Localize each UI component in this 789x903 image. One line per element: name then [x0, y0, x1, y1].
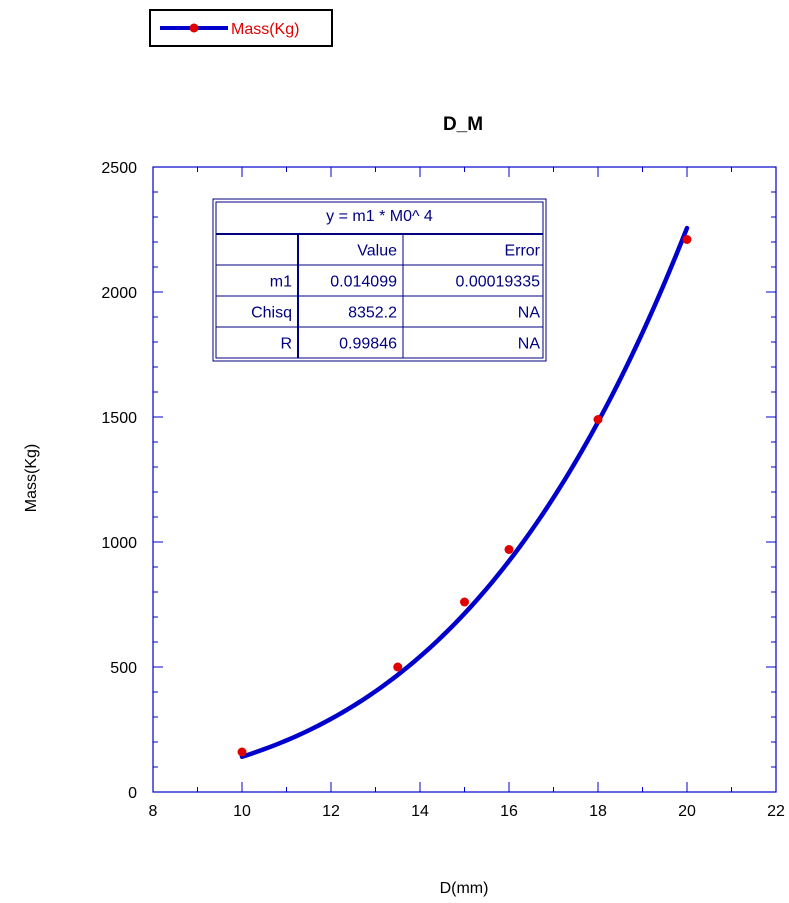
x-tick-label: 22: [767, 803, 785, 820]
fit-table-cell: NA: [518, 305, 541, 322]
x-tick-label: 8: [149, 803, 158, 820]
y-tick-label: 500: [110, 660, 137, 677]
y-tick-label: 0: [128, 785, 137, 802]
data-point: [237, 747, 247, 757]
y-tick-label: 2500: [101, 160, 137, 177]
y-tick-label: 1000: [101, 535, 137, 552]
x-tick-label: 10: [233, 803, 251, 820]
fit-table-cell: 0.00019335: [455, 274, 540, 291]
fit-table-cell: 0.014099: [330, 274, 397, 291]
fit-table-frame: [212, 198, 547, 362]
data-points: [237, 235, 692, 757]
data-point: [593, 415, 603, 424]
fit-table-inner-frame: [215, 201, 544, 359]
fit-table-cell: Chisq: [251, 305, 292, 322]
data-point: [504, 545, 514, 554]
y-tick-label: 1500: [101, 410, 137, 427]
x-axis-ticks: [152, 167, 777, 792]
x-tick-label: 12: [322, 803, 340, 820]
fit-table-cell: 8352.2: [348, 305, 397, 322]
fit-table-header-cell: Value: [357, 243, 397, 260]
legend: Mass(Kg): [149, 9, 333, 47]
data-point: [682, 235, 692, 244]
chart-title: D_M: [443, 114, 483, 135]
x-tick-label: 18: [589, 803, 607, 820]
fit-table-title: y = m1 * M0^ 4: [326, 208, 433, 225]
x-tick-label: 16: [500, 803, 518, 820]
fit-table-header-cell: Error: [504, 243, 540, 260]
fit-table-cell: R: [280, 336, 292, 353]
fit-curve: [239, 225, 690, 759]
fit-table-cell: NA: [518, 336, 541, 353]
y-axis-tick-labels: 0 500 1000 1500 2000 2500: [101, 160, 137, 802]
legend-marker-swatch: [189, 23, 199, 33]
x-axis-tick-labels: 8 10 12 14 16 18 20 22: [149, 803, 785, 820]
data-point: [393, 662, 403, 672]
fit-table-cell: 0.99846: [339, 336, 397, 353]
x-tick-label: 14: [411, 803, 429, 820]
fit-results-table: y = m1 * M0^ 4 Value Error m1 0.014099 0.0001…: [212, 198, 547, 362]
data-point: [460, 597, 469, 607]
x-axis-title: D(mm): [440, 880, 489, 897]
legend-label: Mass(Kg): [231, 21, 299, 38]
y-axis-ticks: [153, 166, 776, 793]
y-axis-title: Mass(Kg): [23, 444, 40, 512]
y-tick-label: 2000: [101, 285, 137, 302]
x-tick-label: 20: [678, 803, 696, 820]
fit-table-cell: m1: [270, 274, 292, 291]
